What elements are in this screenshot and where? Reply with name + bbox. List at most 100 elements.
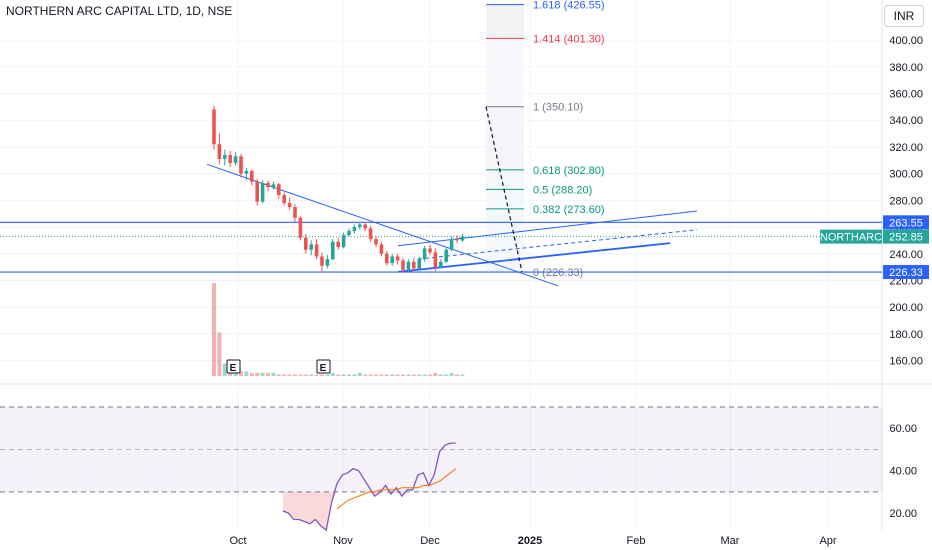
candle-body xyxy=(304,237,308,250)
candle-body xyxy=(368,228,373,240)
time-tick-label: Apr xyxy=(819,535,836,547)
price-tick-label: 340.00 xyxy=(889,115,923,127)
time-tick-label: Feb xyxy=(627,535,646,547)
volume-bar xyxy=(347,374,351,376)
candle-body xyxy=(314,244,319,257)
rsi-tick-label: 60.00 xyxy=(889,423,917,435)
candle-body xyxy=(271,184,276,187)
earnings-marker xyxy=(316,359,331,374)
fib-level-label: 1 (350.10) xyxy=(533,102,583,114)
volume-bar xyxy=(244,371,249,376)
candle-body xyxy=(428,248,432,253)
volume-bar xyxy=(336,374,341,376)
candle-body xyxy=(217,144,222,159)
volume-bar xyxy=(363,374,368,376)
price-tick-label: 200.00 xyxy=(889,302,923,314)
level-tag xyxy=(883,215,929,230)
channel-bottom xyxy=(397,242,671,273)
candle-body xyxy=(266,182,270,187)
volume-bar xyxy=(444,374,449,376)
volume-bar xyxy=(428,374,432,376)
candle-body xyxy=(325,259,330,266)
candle-body xyxy=(439,261,443,268)
volume-bar xyxy=(325,374,330,376)
last-price-tag-text: 252.85 xyxy=(889,232,923,244)
volume-bar xyxy=(282,374,287,376)
price-tick-label: 280.00 xyxy=(889,195,923,207)
volume-bar xyxy=(249,372,254,376)
symbol-title[interactable]: NORTHERN ARC CAPITAL LTD, 1D, NSE xyxy=(6,4,233,18)
price-tick-label: 160.00 xyxy=(889,356,923,368)
candle-body xyxy=(223,154,227,159)
volume-bar xyxy=(309,374,314,376)
candle-body xyxy=(298,217,303,238)
volume-bar xyxy=(411,374,416,376)
currency-button[interactable]: INR xyxy=(884,5,924,27)
candle-body xyxy=(363,224,367,229)
volume-bar xyxy=(266,372,270,376)
price-tick-label: 380.00 xyxy=(889,62,923,74)
projection-line xyxy=(485,106,523,273)
candle-body xyxy=(422,248,427,260)
rsi-tick-label: 40.00 xyxy=(889,466,917,478)
time-tick-label: Nov xyxy=(333,535,353,547)
candle-body xyxy=(374,239,378,245)
earnings-marker xyxy=(226,359,241,374)
channel-mid xyxy=(417,229,698,260)
volume-bar xyxy=(379,374,384,376)
volume-bar xyxy=(314,374,319,376)
volume-bar xyxy=(390,374,395,376)
candle-body xyxy=(250,170,254,182)
candle-body xyxy=(406,261,411,270)
fib-level-label: 0.618 (302.80) xyxy=(533,165,605,177)
symbol-tag-text: NORTHARC xyxy=(820,232,882,244)
price-tick-label: 240.00 xyxy=(889,249,923,261)
earnings-marker-label: E xyxy=(320,363,327,374)
volume-bar xyxy=(395,374,400,376)
rsi-line xyxy=(282,442,456,532)
volume-bar xyxy=(303,374,308,376)
candle-body xyxy=(260,182,265,202)
price-tick-label: 320.00 xyxy=(889,142,923,154)
candle-body xyxy=(449,239,454,250)
candle-body xyxy=(282,195,286,204)
volume-bar xyxy=(384,374,389,376)
level-tag-text: 226.33 xyxy=(889,267,923,279)
volume-bar xyxy=(352,374,357,376)
volume-bar xyxy=(438,374,443,376)
candle-body xyxy=(379,244,384,254)
candle-body xyxy=(455,239,459,241)
volume-bar xyxy=(357,372,362,376)
time-tick-label: 2025 xyxy=(518,535,542,547)
candle-body xyxy=(293,207,297,218)
candle-body xyxy=(358,224,362,228)
trendline-down xyxy=(206,163,559,287)
fib-zone xyxy=(486,4,524,39)
fib-level-label: 0.5 (288.20) xyxy=(533,184,592,196)
time-tick-label: Mar xyxy=(721,535,740,547)
volume-bar xyxy=(255,372,260,376)
last-price-tag xyxy=(883,229,929,244)
fib-level-label: 0 (226.33) xyxy=(533,267,583,279)
volume-bar xyxy=(374,374,378,376)
fib-zone xyxy=(486,38,524,107)
rsi-ma-line xyxy=(336,468,457,510)
volume-bar xyxy=(212,283,216,376)
time-tick-label: Dec xyxy=(420,535,440,547)
volume-bar xyxy=(260,372,265,376)
volume-bar xyxy=(433,372,438,376)
candle-body xyxy=(341,235,346,248)
candle-body xyxy=(460,236,465,241)
fib-zone xyxy=(486,169,524,273)
candle-body xyxy=(331,241,335,260)
channel-top xyxy=(397,210,698,247)
volume-bar xyxy=(222,363,227,376)
candle-body xyxy=(385,253,389,264)
candle-body xyxy=(228,154,232,163)
rsi-oversold-fill xyxy=(283,491,456,531)
volume-bar xyxy=(460,374,465,376)
volume-bar xyxy=(406,374,411,376)
candle-body xyxy=(352,227,357,232)
earnings-marker-label: E xyxy=(230,363,237,374)
